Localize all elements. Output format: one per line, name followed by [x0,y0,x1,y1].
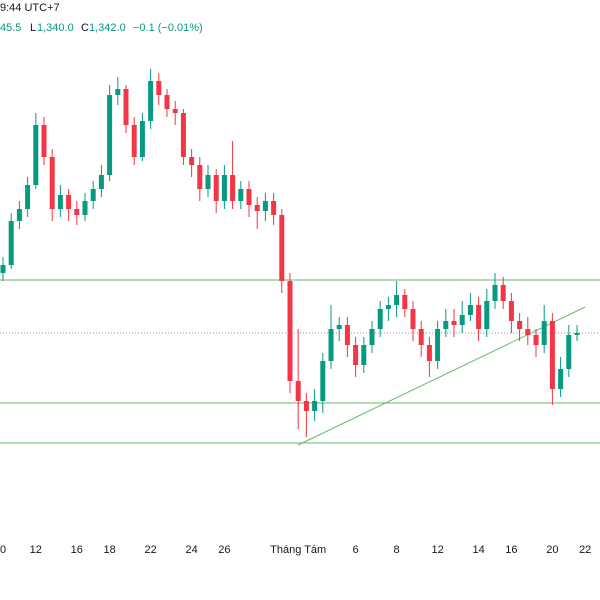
x-tick-label: 14 [472,544,484,556]
candle-body [197,165,203,189]
candle-body [254,205,260,211]
x-tick-label: 24 [185,544,197,556]
candle-body [549,321,555,389]
candle-body [459,315,465,325]
trend-line [297,306,586,446]
candle-body [123,89,129,125]
candle-body [484,301,490,329]
x-tick-label: 12 [30,544,42,556]
x-tick-label: 26 [218,544,230,556]
candle-body [525,329,531,335]
candle-body [16,209,22,221]
candle-body [500,285,506,301]
candle-body [369,329,375,345]
candle-body [353,345,359,365]
candle-body [115,89,121,95]
candle-body [139,121,145,157]
candle-body [287,281,293,381]
candle-body [426,345,432,361]
header-low: 1,340.0 [37,22,74,34]
candle-body [25,185,31,209]
candle-body [541,321,547,345]
candle-body [394,295,400,305]
candle-body [467,305,473,315]
candle-body [402,295,408,309]
candle-body [344,325,350,345]
candle-body [385,305,391,309]
x-tick-label: 22 [579,544,591,556]
header-low-label: L [30,22,36,34]
candle-body [410,309,416,329]
candle-body [517,321,523,329]
candle-body [0,265,6,273]
candle-body [98,175,104,189]
candle-body [246,189,252,205]
candle-body [328,329,334,361]
x-tick-label: 0 [0,544,6,556]
candle-body [230,175,236,201]
candle-body [57,195,63,209]
x-tick-label: 22 [144,544,156,556]
x-tick-label: 8 [394,544,400,556]
candle-body [82,201,88,215]
candle-body [221,175,227,201]
candle-body [213,175,219,201]
x-tick-label: 12 [431,544,443,556]
candle-body [49,157,55,209]
candle-body [508,301,514,321]
candle-body [66,195,72,209]
header-change: −0.1 (−0.01%) [133,22,203,34]
candle-body [74,209,80,215]
candle-body [205,175,211,189]
candle-body [558,369,564,389]
candle-body [172,109,178,113]
x-tick-label: Tháng Tám [270,544,326,556]
candle-body [107,95,113,175]
candle-body [279,215,285,281]
candle-body [566,335,572,369]
candle-body [574,333,580,335]
candle-body [148,81,154,121]
candle-body [8,221,14,265]
candle-body [492,285,498,301]
x-tick-label: 16 [71,544,83,556]
candle-body [361,345,367,365]
header-close-label: C [81,22,89,34]
candle-body [180,113,186,157]
candle-body [336,325,342,329]
candle-body [295,381,301,401]
header-close: 1,342.0 [89,22,126,34]
candle-body [312,401,318,411]
x-tick-label: 16 [505,544,517,556]
candle-body [189,157,195,165]
candle-body [90,189,96,201]
candle-body [303,401,309,411]
candle-body [435,329,441,361]
candle-body [33,125,39,185]
candle-body [533,335,539,345]
candle-body [271,201,277,215]
candle-body [476,305,482,329]
candle-body [418,329,424,345]
candle-body [451,321,457,325]
candle-body [156,81,162,95]
candle-body [262,201,268,211]
candle-body [320,361,326,401]
header-time: 9:44 UTC+7 [0,2,60,14]
header-open: 45.5 [0,22,21,34]
candle-body [443,321,449,329]
x-tick-label: 6 [353,544,359,556]
candle-body [377,309,383,329]
candle-body [131,125,137,157]
x-tick-label: 20 [546,544,558,556]
candle-body [238,189,244,201]
x-tick-label: 18 [103,544,115,556]
candle-body [41,125,47,157]
candle-body [164,95,170,109]
